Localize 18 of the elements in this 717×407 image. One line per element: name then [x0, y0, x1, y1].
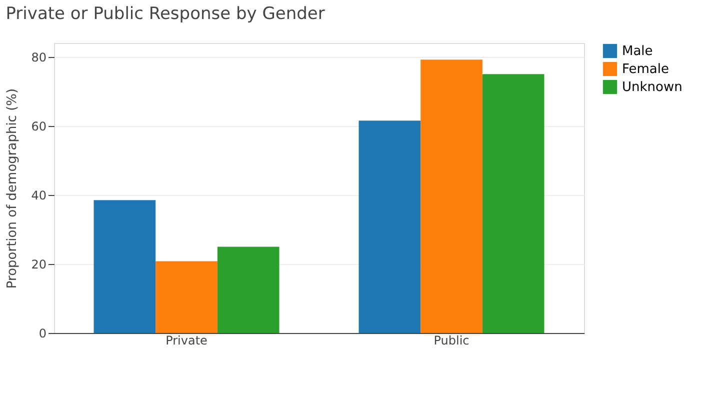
- y-tick-label: 0: [38, 326, 46, 340]
- y-tick-label: 80: [31, 50, 46, 64]
- y-tick-label: 20: [31, 257, 46, 272]
- bar: [358, 120, 421, 333]
- x-tick-label: Private: [166, 334, 208, 348]
- bar: [156, 261, 218, 333]
- bar: [482, 74, 544, 333]
- y-tick-label: 60: [31, 119, 46, 134]
- legend-label: Male: [622, 44, 653, 59]
- bar: [94, 200, 156, 333]
- legend-label: Female: [622, 62, 670, 77]
- y-axis-title: Proportion of demographic (%): [5, 88, 20, 289]
- bar: [217, 246, 280, 333]
- legend-label: Unknown: [622, 80, 682, 95]
- y-tick-label: 40: [31, 188, 46, 202]
- x-tick-label: Public: [434, 334, 470, 348]
- bar: [420, 60, 482, 333]
- chart-title: Private or Public Response by Gender: [6, 4, 325, 24]
